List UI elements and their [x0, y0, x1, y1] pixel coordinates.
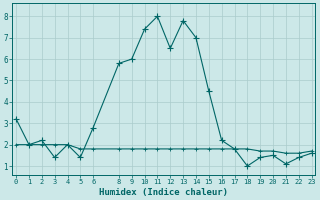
X-axis label: Humidex (Indice chaleur): Humidex (Indice chaleur) [99, 188, 228, 197]
